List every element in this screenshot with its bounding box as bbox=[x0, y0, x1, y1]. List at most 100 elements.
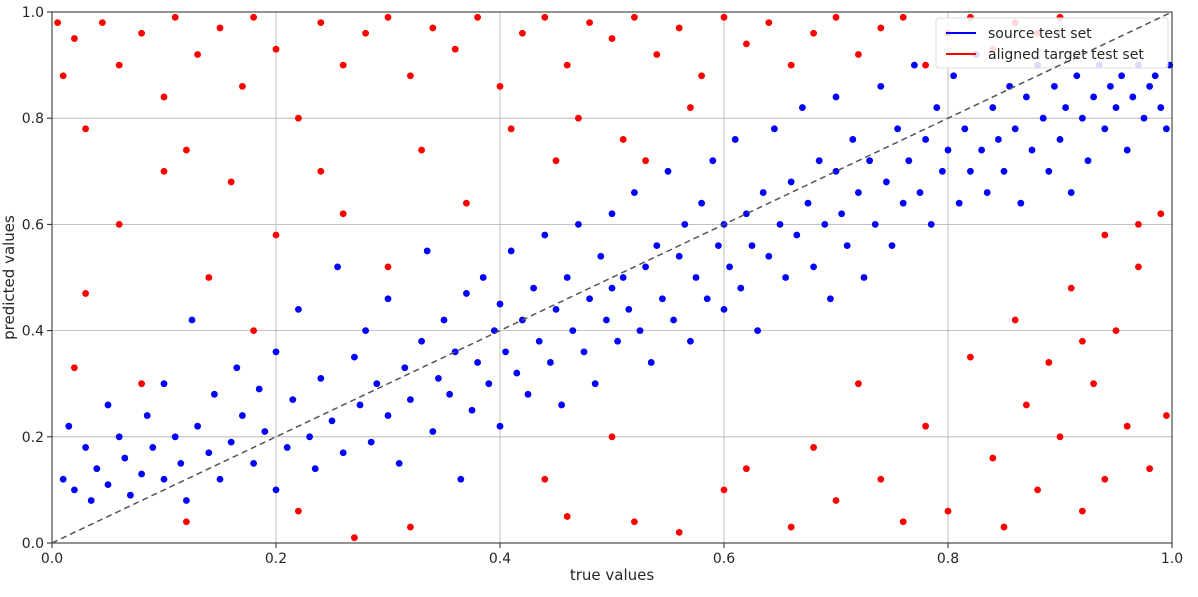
source-point bbox=[933, 104, 941, 111]
target-point bbox=[922, 422, 929, 430]
target-point bbox=[496, 82, 504, 90]
source-point bbox=[631, 189, 638, 196]
target-point bbox=[239, 82, 246, 90]
target-point bbox=[675, 528, 683, 536]
source-point bbox=[905, 157, 913, 165]
source-point bbox=[793, 231, 801, 239]
source-point bbox=[748, 242, 756, 250]
source-point bbox=[866, 157, 873, 165]
source-point bbox=[950, 72, 957, 80]
source-point bbox=[507, 247, 515, 255]
target-point bbox=[608, 433, 616, 441]
source-point bbox=[1129, 93, 1137, 101]
source-point bbox=[871, 221, 879, 228]
target-point bbox=[250, 13, 257, 21]
target-point bbox=[743, 40, 750, 48]
target-point bbox=[720, 13, 728, 21]
source-point bbox=[799, 104, 806, 111]
source-point bbox=[457, 475, 465, 483]
source-point bbox=[1090, 93, 1097, 101]
target-point bbox=[183, 146, 190, 154]
source-point bbox=[496, 300, 504, 308]
source-point bbox=[160, 380, 168, 388]
target-point bbox=[1067, 284, 1075, 292]
source-point bbox=[754, 327, 761, 334]
source-point bbox=[569, 327, 577, 334]
source-point bbox=[692, 274, 700, 281]
target-point bbox=[619, 136, 627, 143]
source-point bbox=[916, 189, 924, 196]
source-point bbox=[911, 61, 918, 69]
target-point bbox=[765, 19, 773, 27]
source-point bbox=[759, 189, 767, 196]
x-axis-ticks: 0.0 0.2 0.4 0.6 0.8 1.0 bbox=[41, 543, 1183, 567]
source-point bbox=[558, 401, 565, 409]
source-point bbox=[384, 295, 392, 303]
target-point bbox=[138, 380, 146, 388]
target-point bbox=[407, 72, 414, 80]
source-point bbox=[563, 274, 571, 281]
source-point bbox=[771, 125, 778, 133]
source-point bbox=[687, 337, 694, 345]
source-point bbox=[1079, 114, 1086, 122]
source-point bbox=[849, 136, 857, 143]
source-point bbox=[435, 374, 442, 382]
target-point bbox=[541, 13, 549, 21]
source-point bbox=[1140, 114, 1148, 122]
source-point bbox=[82, 444, 89, 451]
target-point bbox=[1163, 412, 1170, 419]
target-point bbox=[1023, 401, 1030, 409]
source-point bbox=[608, 284, 616, 292]
y-axis-label: predicted values bbox=[0, 215, 18, 340]
source-point bbox=[737, 284, 745, 292]
source-point bbox=[939, 167, 946, 175]
legend: source test set aligned target test set bbox=[935, 17, 1169, 69]
source-point bbox=[104, 401, 112, 409]
source-point bbox=[250, 459, 257, 467]
target-point bbox=[160, 93, 168, 101]
source-point bbox=[1146, 82, 1153, 90]
target-point bbox=[82, 125, 89, 133]
target-point bbox=[1135, 263, 1142, 271]
target-point bbox=[855, 51, 862, 58]
source-point bbox=[995, 136, 1002, 143]
target-point bbox=[810, 444, 817, 451]
target-point bbox=[194, 51, 202, 58]
data-points bbox=[54, 13, 1174, 542]
source-point bbox=[765, 252, 773, 260]
source-point bbox=[272, 486, 280, 494]
legend-box bbox=[935, 17, 1169, 69]
source-point bbox=[967, 167, 974, 175]
target-point bbox=[877, 24, 885, 32]
y-tick-label: 0.8 bbox=[22, 111, 44, 127]
y-axis-ticks: 0.0 0.2 0.4 0.6 0.8 1.0 bbox=[22, 5, 52, 552]
source-point bbox=[513, 369, 521, 377]
y-tick-label: 1.0 bbox=[22, 5, 44, 21]
source-point bbox=[1163, 125, 1170, 133]
target-point bbox=[317, 19, 325, 27]
source-point bbox=[944, 146, 952, 154]
x-tick-label: 0.8 bbox=[937, 551, 959, 567]
source-point bbox=[1039, 114, 1047, 122]
target-point bbox=[1146, 465, 1153, 473]
target-point bbox=[272, 231, 280, 239]
target-point bbox=[832, 497, 840, 504]
source-point bbox=[295, 305, 302, 313]
source-point bbox=[272, 348, 280, 356]
source-point bbox=[351, 353, 358, 361]
x-tick-label: 0.2 bbox=[265, 551, 287, 567]
source-point bbox=[1051, 82, 1058, 90]
target-point bbox=[407, 523, 414, 531]
target-point bbox=[1112, 327, 1120, 334]
target-point bbox=[138, 29, 146, 37]
target-point bbox=[855, 380, 862, 388]
target-point bbox=[183, 518, 190, 526]
target-point bbox=[631, 518, 638, 526]
target-point bbox=[552, 157, 560, 165]
target-point bbox=[384, 13, 392, 21]
source-point bbox=[407, 396, 414, 404]
source-point bbox=[821, 221, 829, 228]
source-point bbox=[552, 305, 560, 313]
target-point bbox=[362, 29, 369, 37]
y-tick-label: 0.6 bbox=[22, 217, 44, 233]
